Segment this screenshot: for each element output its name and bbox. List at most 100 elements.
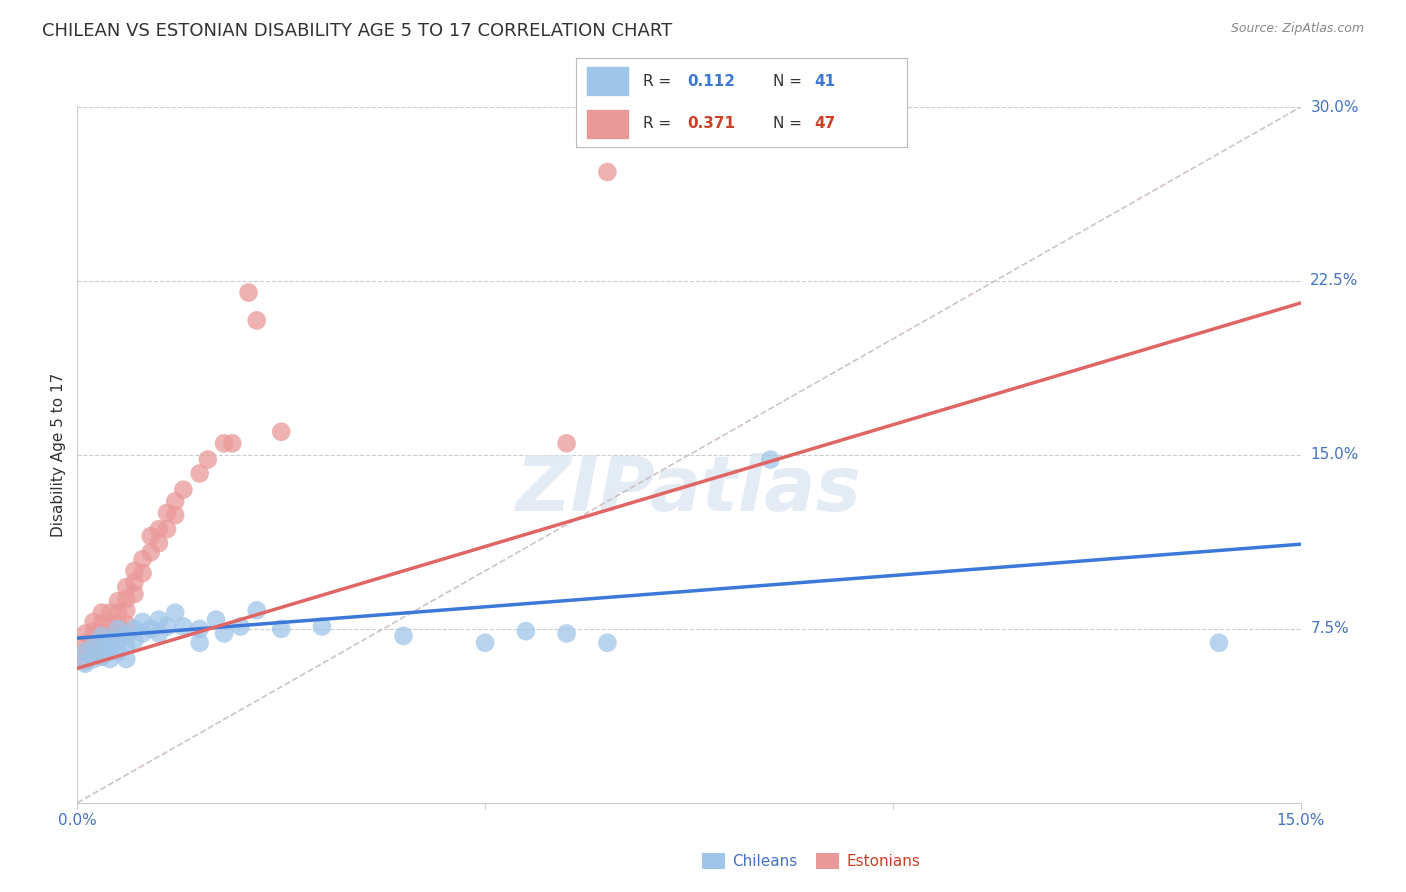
Point [83,638,105,652]
Point [759,452,782,467]
Text: 7.5%: 7.5% [1310,622,1350,636]
Point [90,626,112,640]
Point [148,522,170,536]
Point [98,629,121,643]
Point [115,629,138,643]
Point [107,622,129,636]
Text: 15.0%: 15.0% [1310,448,1358,462]
Point [90,638,112,652]
Point [246,603,269,617]
Point [90,649,112,664]
Point [148,536,170,550]
Point [124,622,146,636]
Point [90,629,112,643]
Bar [586,66,630,96]
Point [107,629,129,643]
Point [238,285,260,300]
Point [188,636,211,650]
Text: 0.371: 0.371 [688,117,735,131]
Point [221,436,243,450]
Point [90,617,112,632]
Point [115,638,138,652]
Point [188,622,211,636]
Text: N =: N = [773,74,801,88]
Text: 41: 41 [814,74,835,88]
Point [75,636,97,650]
Point [246,313,269,327]
Point [75,645,97,659]
Text: 47: 47 [814,117,835,131]
Point [115,617,138,632]
Point [1208,636,1230,650]
Point [156,522,179,536]
Point [474,636,496,650]
Point [75,626,97,640]
Point [392,629,415,643]
Text: 30.0%: 30.0% [1310,100,1358,114]
Point [75,654,97,668]
Point [139,622,162,636]
Point [555,436,578,450]
Point [83,633,105,648]
Point [131,552,153,566]
Point [172,483,194,497]
Y-axis label: Disability Age 5 to 17: Disability Age 5 to 17 [51,373,66,537]
Point [83,652,105,666]
Point [156,619,179,633]
Text: Source: ZipAtlas.com: Source: ZipAtlas.com [1230,22,1364,36]
Point [148,626,170,640]
Point [197,452,219,467]
Point [90,606,112,620]
Point [165,508,187,523]
Point [98,633,121,648]
Point [124,564,146,578]
Point [98,652,121,666]
Point [270,622,292,636]
Point [131,566,153,581]
Point [311,619,333,633]
Point [555,626,578,640]
Point [596,636,619,650]
Point [75,645,97,659]
Text: 22.5%: 22.5% [1310,274,1358,288]
Text: CHILEAN VS ESTONIAN DISABILITY AGE 5 TO 17 CORRELATION CHART: CHILEAN VS ESTONIAN DISABILITY AGE 5 TO … [42,22,672,40]
Text: N =: N = [773,117,801,131]
Point [83,645,105,659]
Point [115,580,138,594]
Text: 0.112: 0.112 [688,74,735,88]
Point [131,626,153,640]
Point [596,165,619,179]
Point [98,606,121,620]
Text: R =: R = [643,74,671,88]
Text: R =: R = [643,117,671,131]
Bar [586,109,630,139]
Point [212,626,235,640]
Point [139,529,162,543]
Point [205,613,228,627]
Legend: Chileans, Estonians: Chileans, Estonians [696,847,927,875]
Point [83,624,105,639]
Point [98,642,121,657]
Text: ZIPatlas: ZIPatlas [516,453,862,526]
Point [115,603,138,617]
Point [515,624,537,639]
Point [90,649,112,664]
Point [172,619,194,633]
Point [165,494,187,508]
Point [188,467,211,481]
Point [139,545,162,559]
Point [212,436,235,450]
Point [90,636,112,650]
Point [107,617,129,632]
Point [107,606,129,620]
Point [270,425,292,439]
Point [165,606,187,620]
Point [107,633,129,648]
Point [115,652,138,666]
Point [124,633,146,648]
Point [148,613,170,627]
Point [124,587,146,601]
Point [98,617,121,632]
Point [115,591,138,606]
Point [124,575,146,590]
